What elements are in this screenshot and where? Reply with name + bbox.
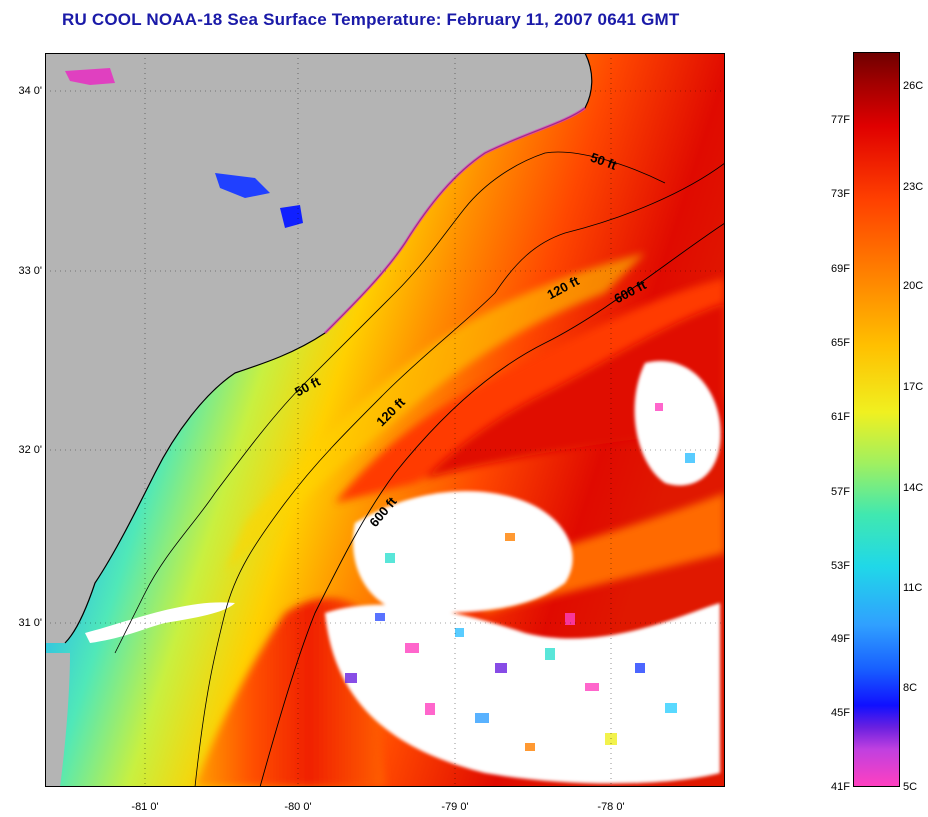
coastal-fringe (323, 106, 586, 335)
inland-lake-north (215, 173, 270, 198)
colorbar-label-73f: 73F (831, 188, 850, 200)
colorbar-label-41f: 41F (831, 781, 850, 793)
contour-120ft (194, 162, 725, 787)
colorbar-label-53f: 53F (831, 560, 850, 572)
lon-label-81: -81 0' (131, 801, 159, 813)
colorbar-label-45f: 45F (831, 707, 850, 719)
colorbar-label-49f: 49F (831, 633, 850, 645)
cloud-edge-noise (345, 403, 695, 751)
colorbar-label-23c: 23C (903, 181, 924, 193)
colorbar-label-14c: 14C (903, 482, 924, 494)
temperature-colorbar (853, 52, 900, 787)
colorbar-label-20c: 20C (903, 280, 924, 292)
colorbar-label-17c: 17C (903, 381, 924, 393)
colorbar-label-8c: 8C (903, 682, 918, 694)
colorbar-label-77f: 77F (831, 114, 850, 126)
contour-600ft (259, 222, 725, 787)
gulf-stream-warm-band (335, 278, 725, 503)
colorbar-label-61f: 61F (831, 411, 850, 423)
land-mass (45, 53, 592, 643)
colorbar-label-5c: 5C (903, 781, 918, 793)
lat-label-33: 33 0' (18, 265, 42, 277)
colorbar-label-65f: 65F (831, 337, 850, 349)
colorbar-label-26c: 26C (903, 80, 924, 92)
inland-lake-small (280, 205, 303, 228)
cloud-cover (325, 361, 721, 784)
lon-label-80: -80 0' (284, 801, 312, 813)
land-southern-strip (45, 653, 70, 787)
lat-label-32: 32 0' (18, 444, 42, 456)
colorbar-label-57f: 57F (831, 486, 850, 498)
sst-map[interactable]: 50 ft 50 ft 120 ft 120 ft 600 ft 600 ft (45, 53, 725, 787)
sound-cloud-patch (85, 602, 235, 643)
lon-label-78: -78 0' (597, 801, 625, 813)
lat-label-34: 34 0' (18, 85, 42, 97)
colorbar-label-69f: 69F (831, 263, 850, 275)
colorbar-label-11c: 11C (903, 582, 923, 594)
contour-50ft (114, 151, 666, 654)
mid-shelf-yellow (225, 253, 645, 573)
lat-label-31: 31 0' (18, 617, 42, 629)
map-title: RU COOL NOAA-18 Sea Surface Temperature:… (62, 10, 680, 29)
inland-lake-far-north (65, 68, 115, 85)
graticule (45, 53, 725, 787)
lon-label-79: -79 0' (441, 801, 469, 813)
